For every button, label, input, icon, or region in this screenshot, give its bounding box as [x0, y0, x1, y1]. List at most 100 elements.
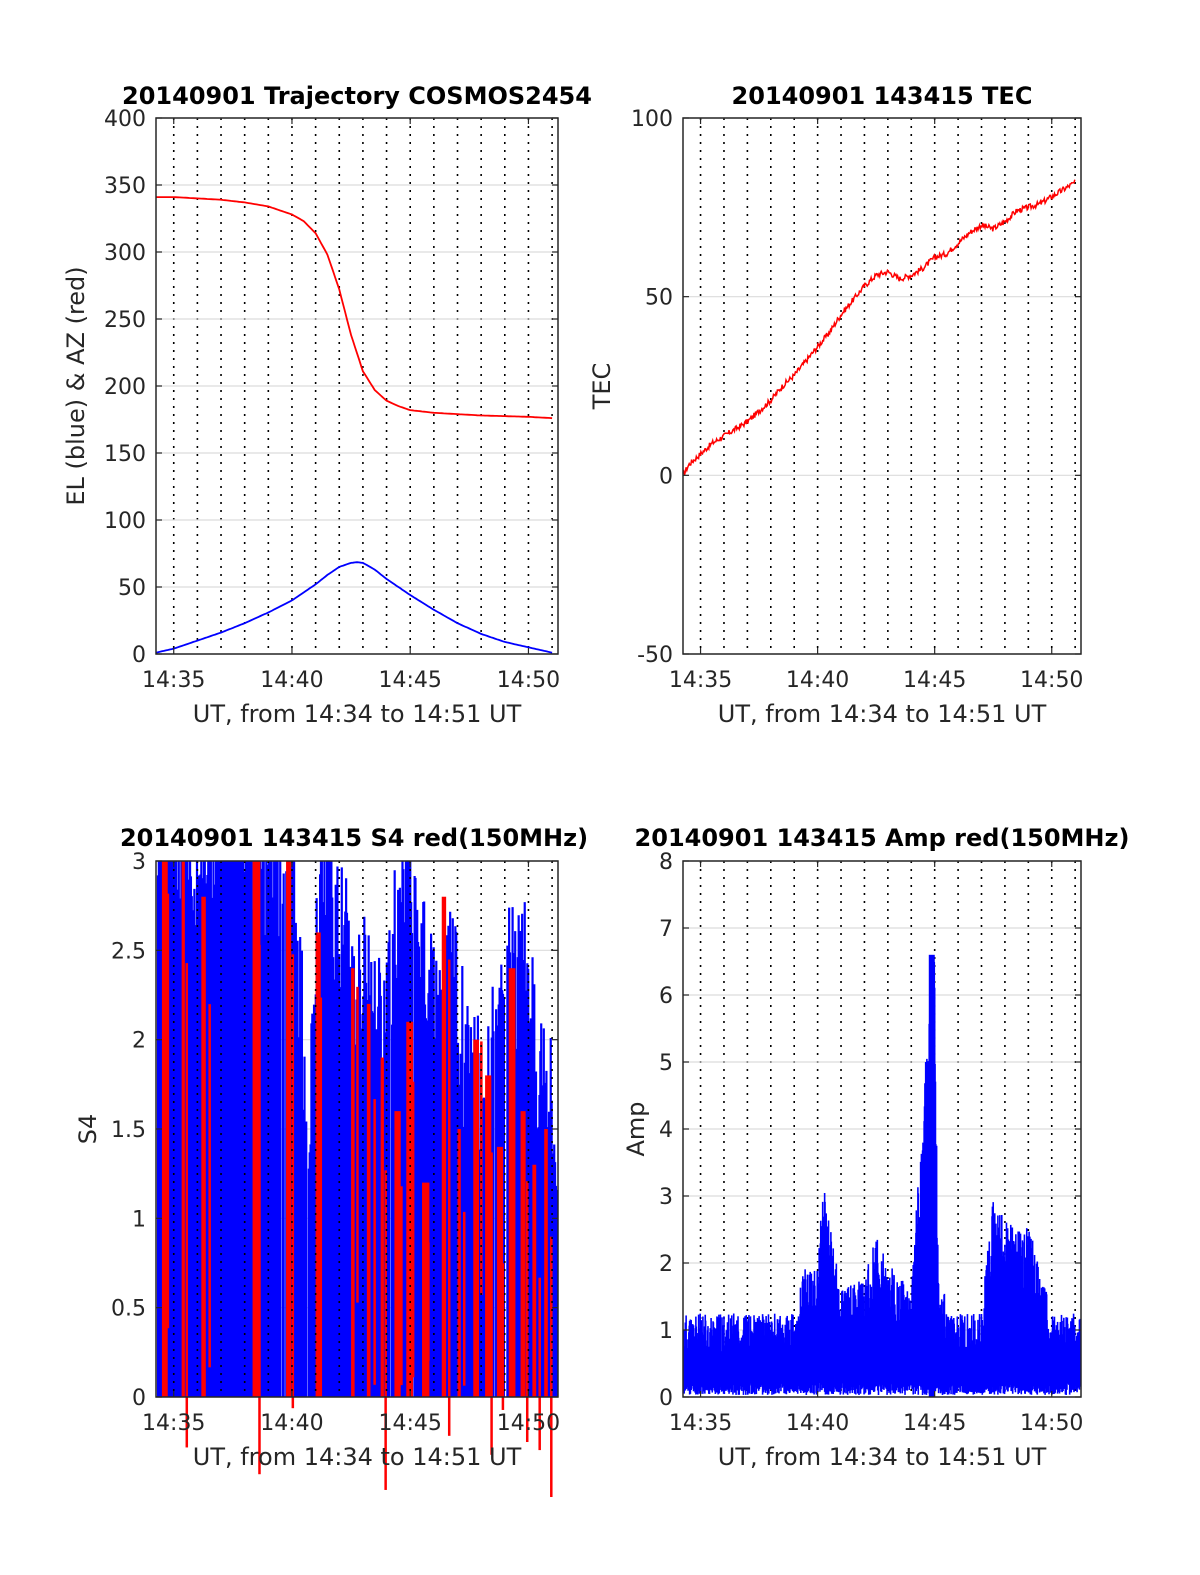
- s4-red-bar: [490, 1152, 493, 1455]
- y-tick-label: 0: [659, 1386, 673, 1411]
- amp-peak-spike: [928, 954, 935, 1397]
- s4-red-bar: [406, 1021, 414, 1397]
- s4-red-bar: [473, 1039, 480, 1397]
- x-tick-label: 14:50: [497, 668, 560, 693]
- s4-red-bar: [462, 1211, 466, 1386]
- s4-red-bar: [181, 861, 185, 1397]
- y-tick-label: 1: [132, 1207, 146, 1232]
- s4-red-bar: [480, 1041, 483, 1295]
- s4-red-bar: [366, 1003, 371, 1397]
- s4-red-bar: [384, 1170, 387, 1490]
- tec-plot-area: [682, 179, 1076, 476]
- s4-red-bar: [208, 1004, 211, 1368]
- s4-red-bar: [525, 1181, 529, 1443]
- trajectory-panel: 0 50 100 150 200 250 300 350 400 14:35 14:40 14:45 1…: [62, 82, 592, 728]
- trajectory-grid: [156, 117, 558, 655]
- x-tick-label: 14:35: [142, 1411, 205, 1436]
- trajectory-ticks: 0 50 100 150 200 250 300 350 400 14:35 14:40 14:45 1…: [104, 107, 560, 693]
- s4-red-bar: [400, 1186, 403, 1386]
- y-tick-label: 0.5: [111, 1297, 146, 1322]
- x-tick-label: 14:45: [903, 1411, 966, 1436]
- x-tick-label: 14:50: [1020, 668, 1083, 693]
- y-tick-label: 350: [104, 174, 146, 199]
- s4-red-bar: [315, 932, 321, 1397]
- y-tick-label: 1: [659, 1319, 673, 1344]
- y-tick-label: 7: [659, 917, 673, 942]
- y-tick-label: 8: [659, 850, 673, 875]
- s4-red-bar: [501, 1263, 505, 1410]
- y-tick-label: 150: [104, 442, 146, 467]
- tec-axes-box: [682, 117, 1082, 655]
- x-tick-label: 14:45: [379, 1411, 442, 1436]
- elevation-series-line: [155, 561, 553, 654]
- y-tick-label: -50: [637, 643, 673, 668]
- x-tick-label: 14:35: [669, 1411, 732, 1436]
- tec-series-line: [682, 179, 1076, 476]
- s4-red-bar: [291, 954, 295, 1409]
- amp-xlabel: UT, from 14:34 to 14:51 UT: [718, 1443, 1047, 1471]
- x-tick-label: 14:35: [142, 668, 205, 693]
- s4-red-bar: [161, 861, 168, 1397]
- s4-red-bar: [441, 896, 447, 1397]
- s4-red-bar: [201, 896, 206, 1397]
- amp-plot-area: [682, 954, 1082, 1397]
- s4-red-bar: [351, 968, 355, 1397]
- y-tick-label: 2.5: [111, 939, 146, 964]
- s4-panel: 0 0.5 1 1.5 2 2.5 3 14:35 14:40 14:45 14:50 201409…: [74, 824, 588, 1498]
- x-tick-label: 14:45: [903, 668, 966, 693]
- s4-red-bar: [166, 893, 170, 1329]
- amp-panel: 0 1 2 3 4 5 6 7 8 14:35 14:40 14:45 14:50 20140901 1…: [622, 824, 1129, 1471]
- s4-xlabel: UT, from 14:34 to 14:51 UT: [193, 1443, 522, 1471]
- y-tick-label: 2: [132, 1029, 146, 1054]
- s4-red-bar: [427, 1242, 430, 1361]
- y-tick-label: 300: [104, 241, 146, 266]
- y-tick-label: 0: [132, 1386, 146, 1411]
- amp-ticks: 0 1 2 3 4 5 6 7 8 14:35 14:40 14:45 14:50: [659, 850, 1083, 1436]
- tec-grid: [683, 117, 1081, 655]
- y-tick-label: 3: [659, 1185, 673, 1210]
- s4-red-bar: [394, 1111, 401, 1397]
- s4-red-bar: [538, 1277, 541, 1451]
- tec-ylabel: TEC: [588, 363, 616, 411]
- s4-red-bar: [373, 1099, 376, 1385]
- trajectory-plot-area: [155, 196, 553, 654]
- amp-ylabel: Amp: [622, 1101, 650, 1156]
- azimuth-series-line: [156, 196, 553, 420]
- x-tick-label: 14:50: [497, 1411, 560, 1436]
- s4-red-bar: [411, 1081, 415, 1378]
- s4-plot-area: [156, 861, 558, 1498]
- amp-title: 20140901 143415 Amp red(150MHz): [635, 824, 1130, 852]
- s4-red-bar: [422, 1182, 430, 1397]
- trajectory-title: 20140901 Trajectory COSMOS2454: [122, 82, 592, 110]
- s4-red-bar: [520, 1111, 526, 1397]
- s4-ylabel: S4: [74, 1114, 102, 1145]
- y-tick-label: 200: [104, 375, 146, 400]
- y-tick-label: 1.5: [111, 1118, 146, 1143]
- s4-red-bar: [252, 861, 261, 1397]
- s4-red-bar: [258, 944, 261, 1475]
- trajectory-xlabel: UT, from 14:34 to 14:51 UT: [193, 700, 522, 728]
- x-tick-label: 14:40: [260, 668, 323, 693]
- y-tick-label: 100: [104, 509, 146, 534]
- y-tick-label: 50: [645, 286, 673, 311]
- s4-red-bar: [508, 968, 516, 1397]
- s4-red-bar: [544, 1129, 548, 1397]
- s4-red-bar: [286, 861, 292, 1397]
- y-tick-label: 100: [631, 107, 673, 132]
- s4-red-bar: [447, 959, 451, 1436]
- y-tick-label: 50: [118, 576, 146, 601]
- x-tick-label: 14:35: [669, 668, 732, 693]
- y-tick-label: 5: [659, 1051, 673, 1076]
- x-tick-label: 14:40: [260, 1411, 323, 1436]
- s4-red-bar: [512, 1001, 515, 1293]
- s4-red-bar: [185, 963, 189, 1448]
- y-tick-label: 400: [104, 107, 146, 132]
- s4-red-bar: [485, 1075, 492, 1397]
- x-tick-label: 14:50: [1020, 1411, 1083, 1436]
- y-tick-label: 0: [132, 643, 146, 668]
- amp-series: [682, 954, 1082, 1397]
- y-tick-label: 4: [659, 1118, 673, 1143]
- s4-red-series: [161, 861, 553, 1498]
- x-tick-label: 14:40: [786, 668, 849, 693]
